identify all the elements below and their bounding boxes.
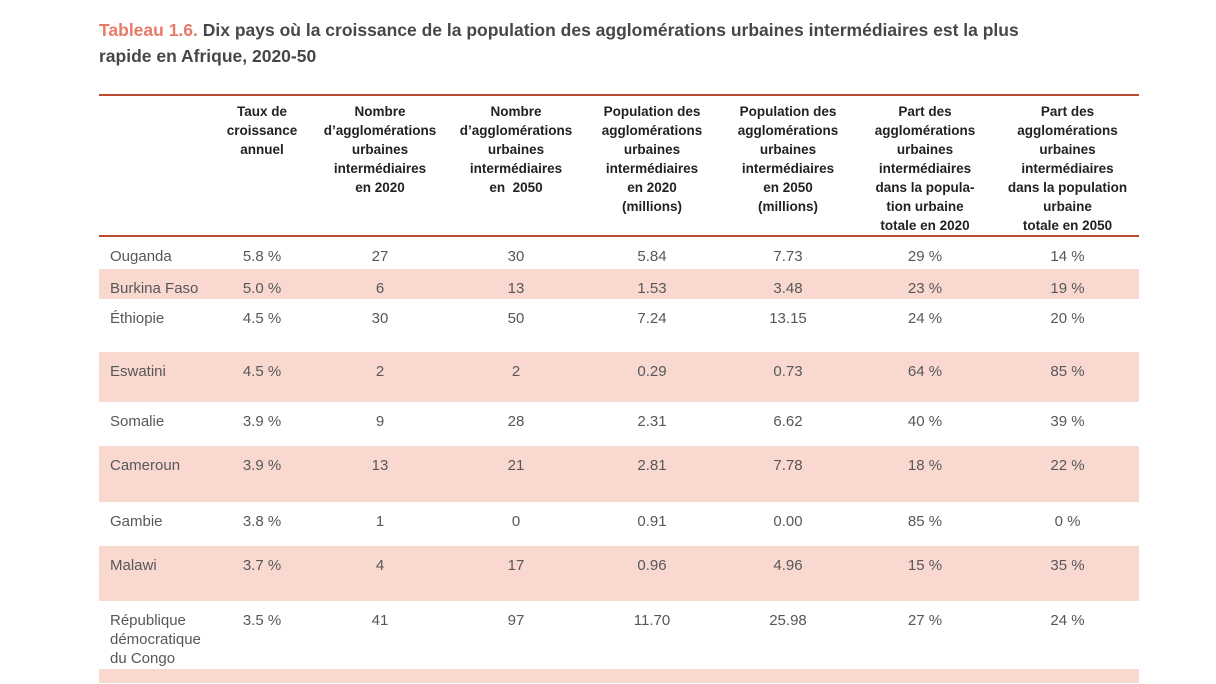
header-growth-rate: Taux de croissance annuel (226, 104, 298, 157)
country-cell: Ouganda (110, 248, 172, 265)
table-title: Tableau 1.6. Dix pays où la croissance d… (99, 17, 1149, 69)
value-cell: 7.24 (637, 310, 667, 327)
value-cell: 27 % (907, 612, 943, 629)
value-cell: 6 (375, 280, 385, 297)
country-cell: République démocratique du Congo (110, 612, 201, 667)
value-cell: 7.73 (773, 248, 803, 265)
table-number: Tableau 1.6. (99, 20, 198, 40)
value-cell: 64 % (907, 363, 943, 380)
table-row: Somalie 3.9 % 9 28 2.31 6.62 40 % 39 % (99, 402, 1139, 446)
header-share-2050: Part des agglomérations urbaines intermé… (1007, 104, 1128, 233)
value-cell: 4.5 % (242, 310, 282, 327)
value-cell: 0.29 (637, 363, 667, 380)
value-cell: 24 % (1050, 612, 1085, 629)
table-row: Burkina Faso 5.0 % 6 13 1.53 3.48 23 % 1… (99, 269, 1139, 299)
header-row: Taux de croissance annuel Nombre d’agglo… (99, 95, 1139, 236)
value-cell: 4 (375, 557, 385, 574)
table-row: Cameroun 3.9 % 13 21 2.81 7.78 18 % 22 % (99, 446, 1139, 502)
country-cell: Malawi (110, 557, 157, 574)
value-cell: 6.62 (773, 413, 803, 430)
value-cell: 28 (507, 413, 525, 430)
value-cell: 0.96 (637, 557, 667, 574)
value-cell: 13 (507, 280, 525, 297)
value-cell: 21 (507, 457, 525, 474)
header-agglomerations-2020: Nombre d’agglomérations urbaines intermé… (323, 104, 437, 195)
data-table: Taux de croissance annuel Nombre d’agglo… (99, 94, 1139, 683)
value-cell: 15 % (907, 557, 943, 574)
value-cell: 14 % (1050, 248, 1085, 265)
value-cell: 39 % (1050, 413, 1085, 430)
value-cell: 17 (507, 557, 525, 574)
value-cell: 2 (375, 363, 385, 380)
country-cell: Somalie (110, 413, 165, 430)
value-cell: 0 % (1054, 513, 1081, 530)
header-population-2050: Population des agglomérations urbaines i… (737, 104, 839, 214)
value-cell: 4.96 (773, 557, 803, 574)
table-header: Taux de croissance annuel Nombre d’agglo… (99, 95, 1139, 236)
value-cell: 0.00 (773, 513, 803, 530)
value-cell: 3.9 % (242, 413, 282, 430)
value-cell: 41 (371, 612, 389, 629)
value-cell: 0.73 (773, 363, 803, 380)
value-cell: 29 % (907, 248, 943, 265)
value-cell: 40 % (907, 413, 943, 430)
value-cell: 2.81 (637, 457, 667, 474)
value-cell: 0 (511, 513, 521, 530)
value-cell: 5.8 % (242, 248, 282, 265)
table-row: Gambie 3.8 % 1 0 0.91 0.00 85 % 0 % (99, 502, 1139, 546)
value-cell: 5.0 % (242, 280, 282, 297)
value-cell: 3.9 % (242, 457, 282, 474)
value-cell: 11.70 (633, 612, 671, 629)
table-row: Malawi 3.7 % 4 17 0.96 4.96 15 % 35 % (99, 546, 1139, 601)
value-cell: 9 (375, 413, 385, 430)
table-body: Ouganda 5.8 % 27 30 5.84 7.73 29 % 14 % … (99, 236, 1139, 683)
value-cell: 3.7 % (242, 557, 282, 574)
value-cell: 35 % (1050, 557, 1085, 574)
value-cell: 3.48 (773, 280, 803, 297)
value-cell: 4.5 % (242, 363, 282, 380)
value-cell: 7.78 (773, 457, 803, 474)
value-cell: 50 (507, 310, 525, 327)
country-cell: Eswatini (110, 363, 166, 380)
value-cell: 1 (375, 513, 385, 530)
table-row: Eswatini 4.5 % 2 2 0.29 0.73 64 % 85 % (99, 352, 1139, 402)
value-cell: 5.84 (637, 248, 667, 265)
value-cell: 30 (371, 310, 389, 327)
value-cell: 18 % (907, 457, 943, 474)
value-cell: 13 (371, 457, 389, 474)
value-cell: 1.53 (637, 280, 667, 297)
value-cell: 23 % (907, 280, 943, 297)
value-cell: 3.5 % (242, 612, 282, 629)
table-caption: Dix pays où la croissance de la populati… (99, 20, 1019, 66)
value-cell: 20 % (1050, 310, 1085, 327)
header-agglomerations-2050: Nombre d’agglomérations urbaines intermé… (459, 104, 573, 195)
value-cell: 13.15 (769, 310, 807, 327)
value-cell: 2 (511, 363, 521, 380)
value-cell: 0.91 (637, 513, 667, 530)
value-cell: 3.8 % (242, 513, 282, 530)
value-cell: 30 (507, 248, 525, 265)
country-cell: Burkina Faso (110, 280, 199, 297)
value-cell: 97 (507, 612, 525, 629)
country-cell: Éthiopie (110, 310, 165, 327)
value-cell: 85 % (1050, 363, 1085, 380)
value-cell: 2.31 (637, 413, 667, 430)
header-population-2020: Population des agglomérations urbaines i… (601, 104, 703, 214)
value-cell: 19 % (1050, 280, 1085, 297)
value-cell: 25.98 (769, 612, 807, 629)
table-row: République démocratique du Congo 3.5 % 4… (99, 601, 1139, 669)
header-share-2020: Part des agglomérations urbaines intermé… (874, 104, 976, 233)
table-row: Ouganda 5.8 % 27 30 5.84 7.73 29 % 14 % (99, 236, 1139, 269)
table-row: Éthiopie 4.5 % 30 50 7.24 13.15 24 % 20 … (99, 299, 1139, 352)
value-cell: 27 (371, 248, 389, 265)
country-cell: Cameroun (110, 457, 181, 474)
table-row-clipped (99, 669, 1139, 683)
header-country-blank (99, 95, 214, 236)
value-cell: 85 % (907, 513, 943, 530)
value-cell: 24 % (907, 310, 943, 327)
clipped-row-cell (99, 669, 1139, 683)
country-cell: Gambie (110, 513, 163, 530)
value-cell: 22 % (1050, 457, 1085, 474)
